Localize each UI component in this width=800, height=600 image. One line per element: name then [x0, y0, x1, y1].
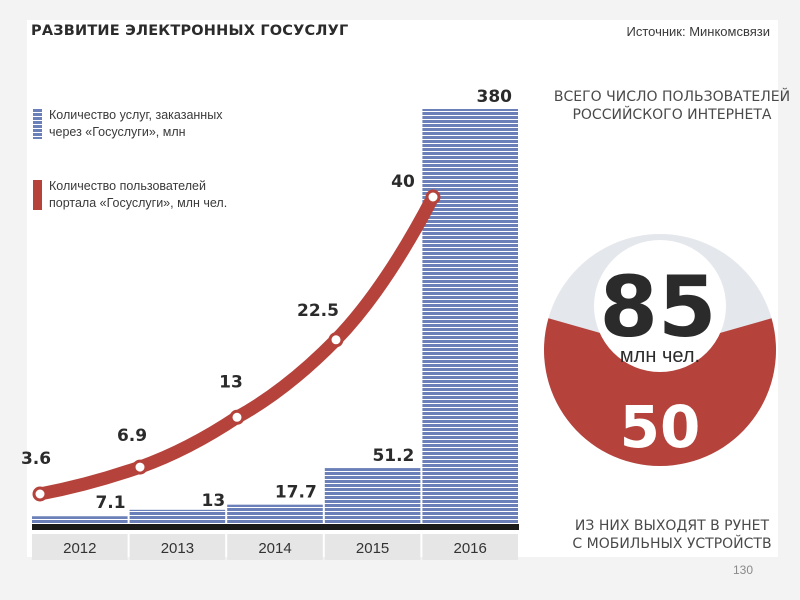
- category-band-2012: [32, 534, 128, 560]
- bar-value-label-2016: 380: [477, 87, 513, 107]
- bar-2012: [32, 516, 128, 524]
- x-tick-label-2013: 2013: [161, 540, 194, 557]
- line-value-label-2016: 40: [391, 172, 415, 192]
- x-tick-label-2015: 2015: [356, 540, 389, 557]
- line-value-label-2013: 6.9: [117, 426, 147, 446]
- pie-heading: ВСЕГО ЧИСЛО ПОЛЬЗОВАТЕЛЕЙ РОССИЙСКОГО ИН…: [553, 89, 791, 123]
- pie-part-value: 50: [620, 393, 701, 461]
- users-line: [33, 190, 440, 501]
- bar-value-label-2012: 7.1: [95, 493, 125, 513]
- legend-label-users: Количество пользователей портала «Госусл…: [49, 179, 228, 210]
- page-number: 130: [733, 563, 754, 577]
- pie-part-slice: [544, 318, 777, 466]
- x-tick-label-2014: 2014: [258, 540, 291, 557]
- line-value-label-2014: 13: [219, 372, 243, 392]
- bar-value-label-2015: 51.2: [372, 446, 414, 466]
- x-tick-label-2012: 2012: [63, 540, 96, 557]
- bar-2015: [324, 468, 421, 524]
- bar-2016: [422, 109, 518, 524]
- line-point-2015: [328, 332, 344, 348]
- pie-total-value: 85: [600, 258, 717, 356]
- legend-swatch-services: [33, 109, 42, 139]
- bar-value-label-2014: 17.7: [275, 483, 317, 503]
- category-band-2016: [422, 534, 518, 560]
- line-point-2012: [32, 486, 48, 502]
- category-band-2014: [227, 534, 323, 560]
- pie-center-disc: [594, 240, 726, 372]
- line-point-2014: [229, 409, 245, 425]
- chart-source: Источник: Минкомсвязи: [626, 24, 770, 39]
- x-tick-label-2016: 2016: [454, 540, 487, 557]
- bar-value-label-2013: 13: [202, 491, 226, 511]
- line-value-label-2015: 22.5: [297, 301, 339, 321]
- line-value-label-2012: 3.6: [21, 449, 51, 469]
- category-band-2013: [129, 534, 226, 560]
- chart-title: РАЗВИТИЕ ЭЛЕКТРОННЫХ ГОСУСЛУГ: [31, 23, 349, 39]
- line-point-2016: [425, 189, 441, 205]
- line-point-2013: [132, 459, 148, 475]
- category-band-2015: [324, 534, 421, 560]
- legend-label-services: Количество услуг, заказанных через «Госу…: [49, 108, 223, 139]
- bar-2013: [129, 509, 226, 524]
- legend-swatch-users: [33, 180, 42, 210]
- bar-2014: [227, 504, 323, 524]
- x-axis-baseline: [32, 524, 519, 530]
- pie-unit-label: млн чел.: [620, 345, 700, 367]
- pie-footer: ИЗ НИХ ВЫХОДЯТ В РУНЕТ С МОБИЛЬНЫХ УСТРО…: [572, 518, 772, 552]
